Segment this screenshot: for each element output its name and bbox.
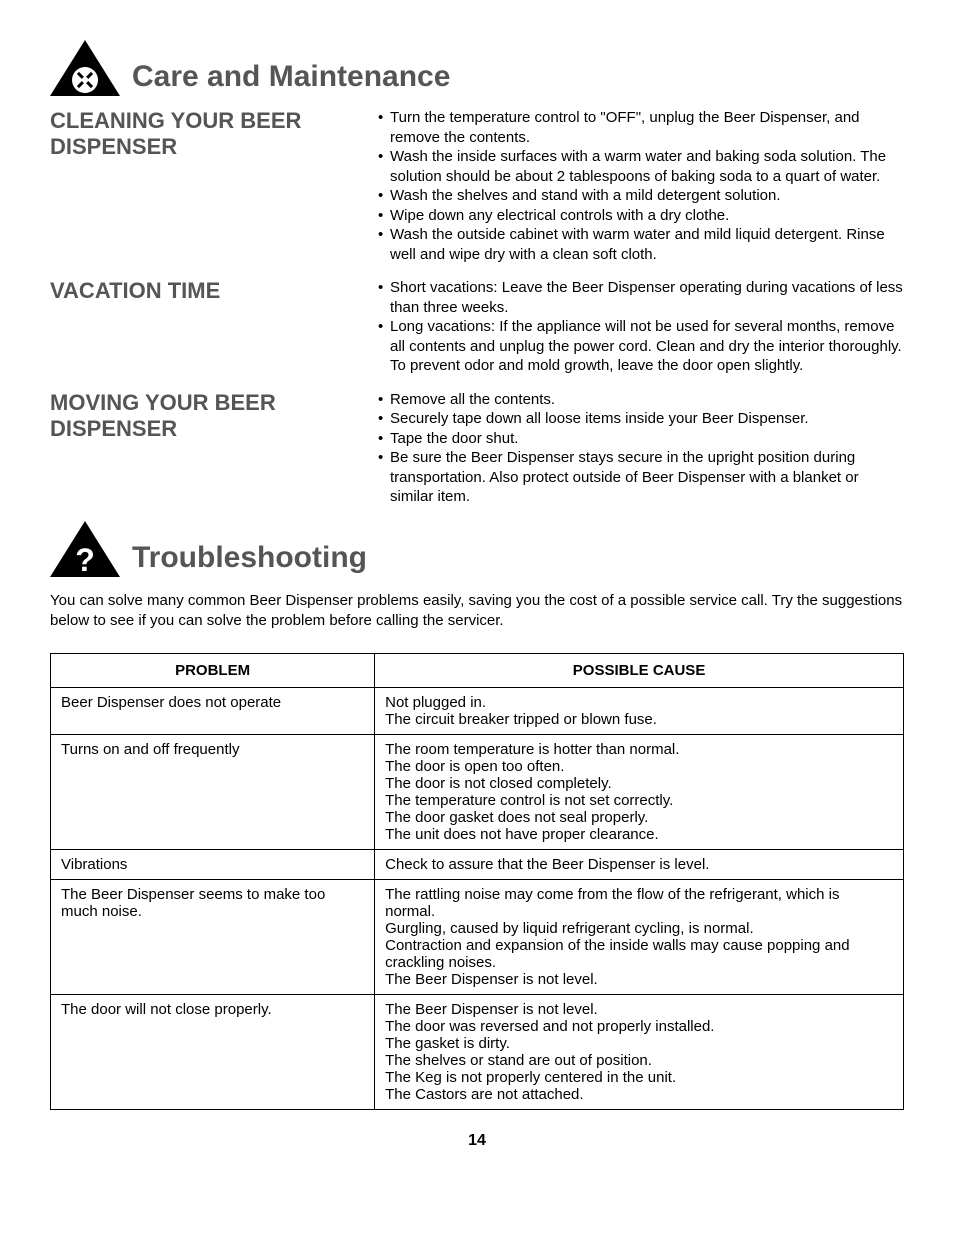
table-row: The door will not close properly.The Bee… bbox=[51, 995, 904, 1110]
cause-line: The door is open too often. bbox=[385, 758, 893, 775]
cleaning-heading: CLEANING YOUR BEER DISPENSER bbox=[50, 108, 360, 161]
question-icon: ? bbox=[50, 521, 120, 577]
trouble-tbody: Beer Dispenser does not operateNot plugg… bbox=[51, 688, 904, 1110]
cause-line: Gurgling, caused by liquid refrigerant c… bbox=[385, 920, 893, 937]
list-item: Tape the door shut. bbox=[378, 429, 904, 449]
cause-line: The Castors are not attached. bbox=[385, 1086, 893, 1103]
list-item: Remove all the contents. bbox=[378, 390, 904, 410]
page-number: 14 bbox=[50, 1132, 904, 1150]
cause-line: The room temperature is hotter than norm… bbox=[385, 741, 893, 758]
cause-line: The shelves or stand are out of position… bbox=[385, 1052, 893, 1069]
list-item: Securely tape down all loose items insid… bbox=[378, 409, 904, 429]
cause-line: The temperature control is not set corre… bbox=[385, 792, 893, 809]
cause-line: Contraction and expansion of the inside … bbox=[385, 937, 893, 971]
cause-line: The rattling noise may come from the flo… bbox=[385, 886, 893, 920]
vacation-section: VACATION TIME Short vacations: Leave the… bbox=[50, 278, 904, 376]
cause-cell: The rattling noise may come from the flo… bbox=[375, 880, 904, 995]
list-item: Turn the temperature control to "OFF", u… bbox=[378, 108, 904, 147]
trouble-title: Troubleshooting bbox=[132, 543, 367, 577]
tools-icon bbox=[50, 40, 120, 96]
table-row: Beer Dispenser does not operateNot plugg… bbox=[51, 688, 904, 735]
care-section-header: Care and Maintenance bbox=[50, 40, 904, 96]
col-problem: PROBLEM bbox=[51, 654, 375, 688]
cause-cell: Not plugged in.The circuit breaker tripp… bbox=[375, 688, 904, 735]
cause-line: Not plugged in. bbox=[385, 694, 893, 711]
list-item: Be sure the Beer Dispenser stays secure … bbox=[378, 448, 904, 507]
cause-cell: The Beer Dispenser is not level.The door… bbox=[375, 995, 904, 1110]
cause-line: The door is not closed completely. bbox=[385, 775, 893, 792]
trouble-table: PROBLEM POSSIBLE CAUSE Beer Dispenser do… bbox=[50, 653, 904, 1110]
table-row: Turns on and off frequently The room temp… bbox=[51, 735, 904, 850]
svg-text:?: ? bbox=[75, 542, 95, 577]
trouble-section-header: ? Troubleshooting bbox=[50, 521, 904, 577]
moving-list: Remove all the contents.Securely tape do… bbox=[378, 390, 904, 507]
vacation-heading: VACATION TIME bbox=[50, 278, 360, 304]
problem-cell: Turns on and off frequently bbox=[51, 735, 375, 850]
cause-cell: The room temperature is hotter than norm… bbox=[375, 735, 904, 850]
list-item: Wipe down any electrical controls with a… bbox=[378, 206, 904, 226]
cause-line: The circuit breaker tripped or blown fus… bbox=[385, 711, 893, 728]
moving-heading: MOVING YOUR BEER DISPENSER bbox=[50, 390, 360, 443]
list-item: Short vacations: Leave the Beer Dispense… bbox=[378, 278, 904, 317]
cause-line: The gasket is dirty. bbox=[385, 1035, 893, 1052]
cleaning-section: CLEANING YOUR BEER DISPENSER Turn the te… bbox=[50, 108, 904, 264]
care-title: Care and Maintenance bbox=[132, 62, 450, 96]
trouble-intro: You can solve many common Beer Dispenser… bbox=[50, 591, 904, 632]
table-row: The Beer Dispenser seems to make too muc… bbox=[51, 880, 904, 995]
cause-line: The door gasket does not seal properly. bbox=[385, 809, 893, 826]
cause-line: The unit does not have proper clearance. bbox=[385, 826, 893, 843]
list-item: Wash the inside surfaces with a warm wat… bbox=[378, 147, 904, 186]
problem-cell: The Beer Dispenser seems to make too muc… bbox=[51, 880, 375, 995]
list-item: Wash the shelves and stand with a mild d… bbox=[378, 186, 904, 206]
cause-line: Check to assure that the Beer Dispenser … bbox=[385, 856, 893, 873]
cause-line: The Beer Dispenser is not level. bbox=[385, 971, 893, 988]
cause-line: The Keg is not properly centered in the … bbox=[385, 1069, 893, 1086]
cleaning-list: Turn the temperature control to "OFF", u… bbox=[378, 108, 904, 264]
problem-cell: Beer Dispenser does not operate bbox=[51, 688, 375, 735]
cause-cell: Check to assure that the Beer Dispenser … bbox=[375, 850, 904, 880]
list-item: Wash the outside cabinet with warm water… bbox=[378, 225, 904, 264]
problem-cell: The door will not close properly. bbox=[51, 995, 375, 1110]
col-cause: POSSIBLE CAUSE bbox=[375, 654, 904, 688]
cause-line: The door was reversed and not properly i… bbox=[385, 1018, 893, 1035]
problem-cell: Vibrations bbox=[51, 850, 375, 880]
cause-line: The Beer Dispenser is not level. bbox=[385, 1001, 893, 1018]
table-row: Vibrations Check to assure that the Beer … bbox=[51, 850, 904, 880]
list-item: Long vacations: If the appliance will no… bbox=[378, 317, 904, 376]
moving-section: MOVING YOUR BEER DISPENSER Remove all th… bbox=[50, 390, 904, 507]
vacation-list: Short vacations: Leave the Beer Dispense… bbox=[378, 278, 904, 376]
